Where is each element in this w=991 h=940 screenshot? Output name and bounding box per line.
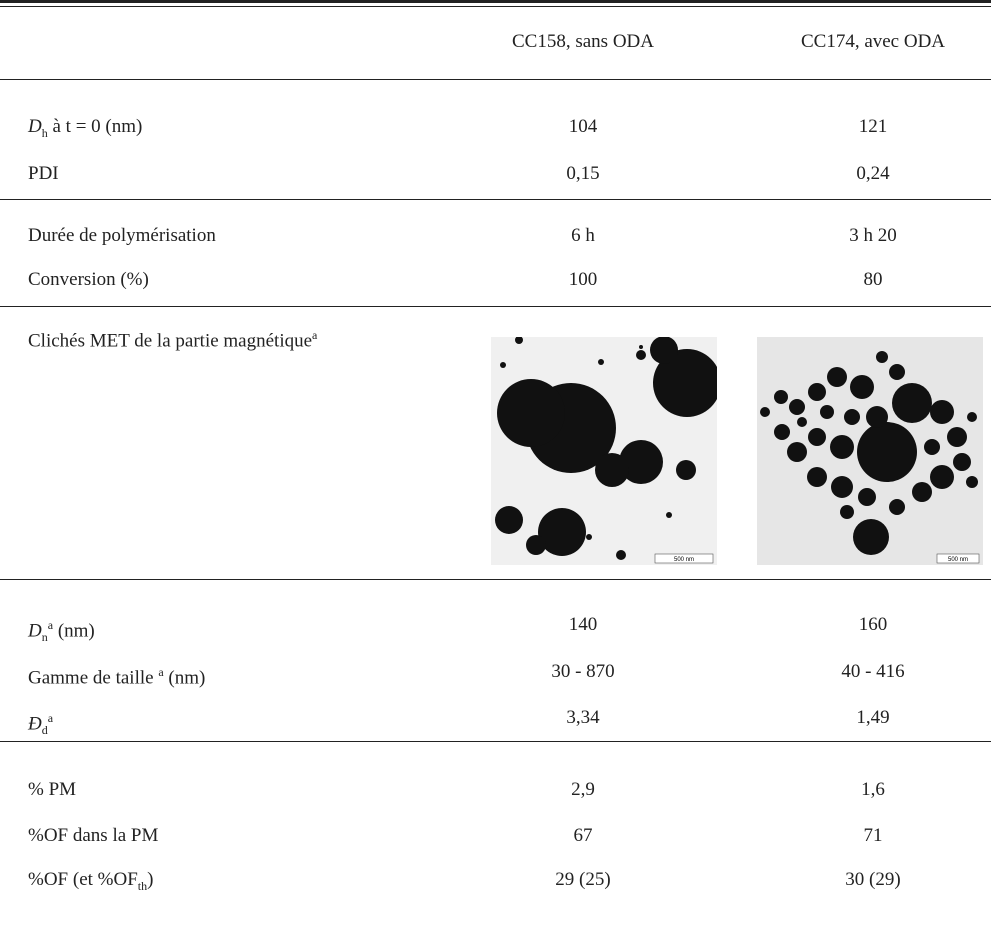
cell: 121 bbox=[858, 116, 888, 137]
row-label: Dh à t = 0 (nm) bbox=[28, 115, 142, 145]
rule bbox=[0, 579, 991, 580]
label-text: %OF (et %OF bbox=[28, 869, 138, 890]
cell: 30 - 870 bbox=[551, 661, 615, 682]
cell: 29 (25) bbox=[555, 869, 611, 890]
cell: 1,6 bbox=[861, 779, 885, 800]
scale-label: 500 nm bbox=[948, 557, 968, 563]
rule bbox=[0, 199, 991, 200]
header-cell: CC158, sans ODA bbox=[512, 31, 654, 52]
rule bbox=[0, 306, 991, 307]
row-label: Clichés MET de la partie magnétiquea bbox=[28, 323, 317, 353]
label-text: (nm) bbox=[53, 620, 95, 642]
subscript: th bbox=[137, 878, 148, 893]
cell: 0,15 bbox=[566, 163, 600, 184]
cell: 100 bbox=[568, 269, 598, 290]
scale-label: 500 nm bbox=[674, 557, 694, 563]
cell: 0,24 bbox=[856, 163, 890, 184]
row-label: Gamme de taille a (nm) bbox=[28, 660, 205, 690]
label-text: Gamme de taille bbox=[28, 667, 159, 689]
label-text: à t = 0 (nm) bbox=[47, 116, 143, 137]
rule bbox=[0, 79, 991, 80]
subscript: h bbox=[41, 125, 48, 140]
cell: 30 (29) bbox=[845, 869, 901, 890]
cell: 80 bbox=[863, 269, 883, 290]
row-label: %OF dans la PM bbox=[28, 825, 159, 846]
label-text: ) bbox=[147, 869, 154, 890]
row-label: Conversion (%) bbox=[28, 269, 149, 290]
rule bbox=[0, 0, 991, 3]
cell: 3,34 bbox=[566, 707, 600, 728]
row-label: % PM bbox=[28, 779, 77, 800]
cell: 6 h bbox=[571, 225, 595, 246]
cell: 2,9 bbox=[571, 779, 595, 800]
tem-image: 500 nm bbox=[491, 337, 717, 565]
cell: 3 h 20 bbox=[849, 225, 897, 246]
tem-image: 500 nm bbox=[757, 337, 983, 565]
row-label: Đda bbox=[28, 706, 53, 742]
cell: 67 bbox=[573, 825, 593, 846]
rule bbox=[0, 741, 991, 742]
superscript: a bbox=[47, 618, 54, 632]
header-cell: CC174, avec ODA bbox=[800, 31, 946, 52]
subscript: n bbox=[41, 630, 48, 645]
cell: 40 - 416 bbox=[841, 661, 905, 682]
superscript: a bbox=[312, 328, 318, 342]
symbol: D bbox=[28, 116, 42, 137]
superscript: a bbox=[158, 665, 164, 679]
cell: 140 bbox=[568, 614, 598, 635]
rule bbox=[0, 6, 991, 7]
label-text: (nm) bbox=[163, 667, 206, 689]
row-label: Dna (nm) bbox=[28, 613, 95, 649]
row-label: Durée de polymérisation bbox=[28, 225, 216, 246]
cell: 160 bbox=[858, 614, 888, 635]
symbol: D bbox=[28, 620, 42, 642]
row-label: %OF (et %OFth) bbox=[28, 868, 153, 898]
superscript: a bbox=[47, 711, 54, 725]
cell: 104 bbox=[568, 116, 598, 137]
symbol: Đ bbox=[28, 713, 42, 735]
subscript: d bbox=[41, 723, 48, 738]
row-label: PDI bbox=[28, 163, 59, 184]
label-text: Clichés MET de la partie magnétique bbox=[28, 330, 313, 352]
cell: 71 bbox=[863, 825, 883, 846]
cell: 1,49 bbox=[856, 707, 890, 728]
